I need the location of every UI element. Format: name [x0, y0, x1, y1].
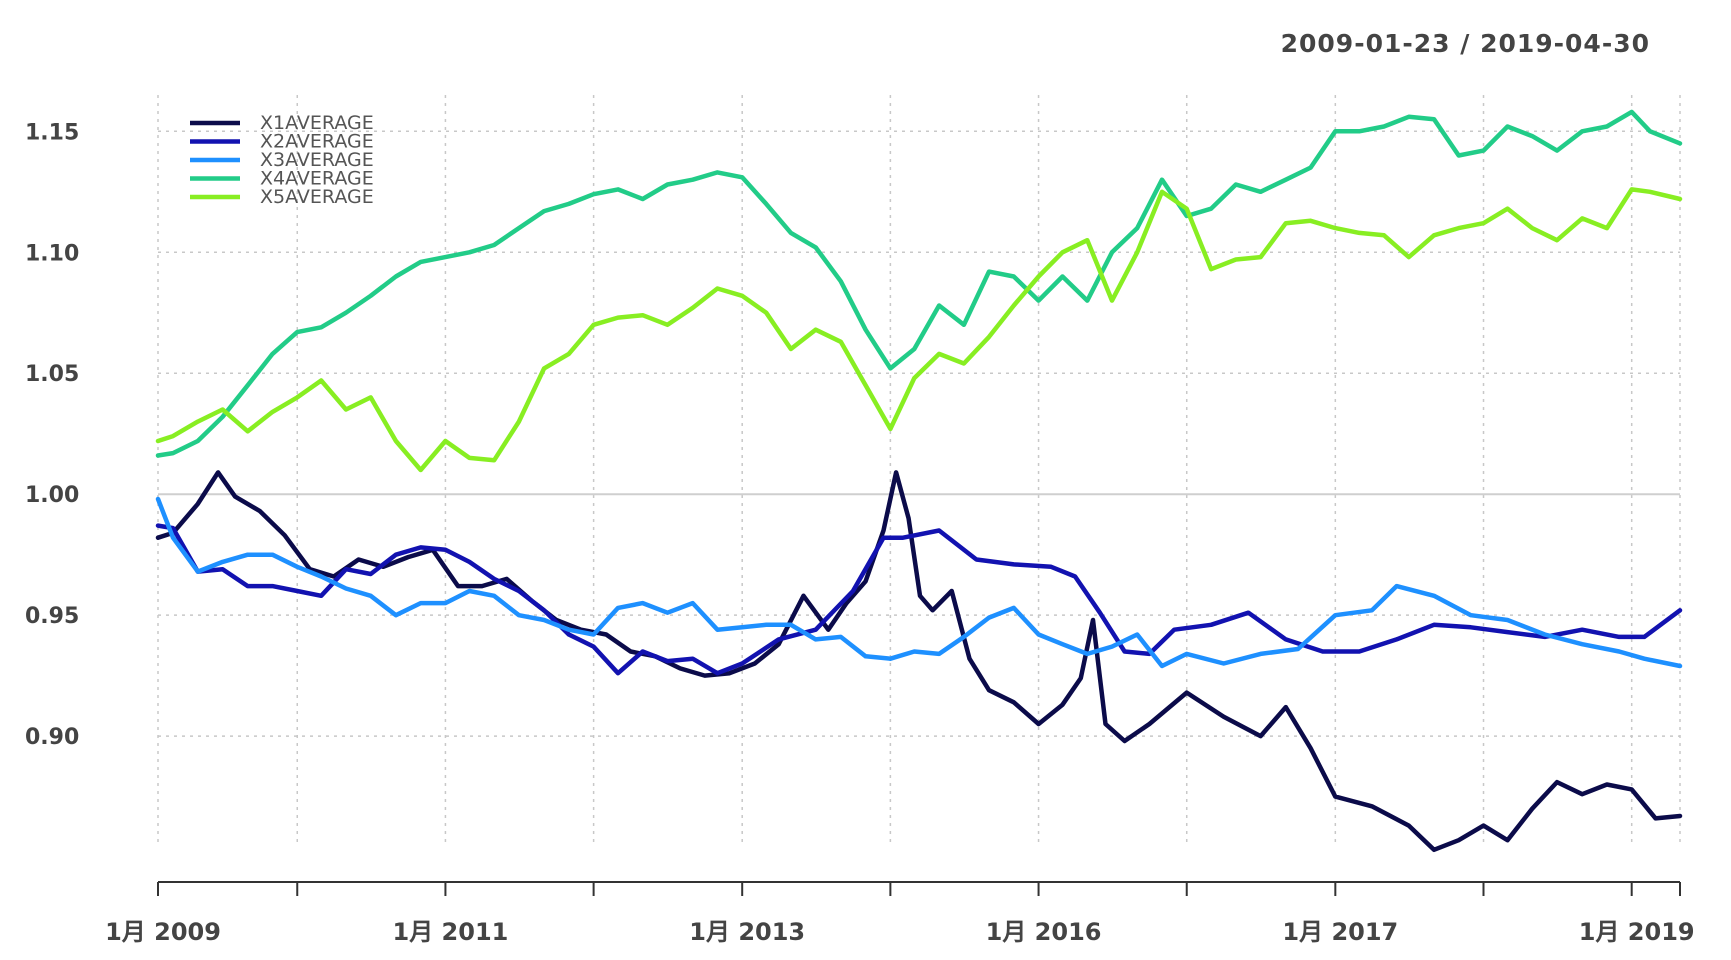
legend-label-x5average: X5AVERAGE	[260, 186, 374, 208]
y-tick-label: 0.95	[25, 604, 79, 629]
legend-label-x2average: X2AVERAGE	[260, 131, 374, 153]
series-line-x3average	[155, 496, 1683, 669]
series-line-x1average	[155, 470, 1683, 853]
legend-label-x4average: X4AVERAGE	[260, 168, 374, 190]
period-label: 2009-01-23 / 2019-04-30	[1281, 29, 1650, 58]
grid-lines	[157, 95, 1681, 845]
series-lines	[155, 109, 1683, 853]
x-tick-label: 1月 2017	[1282, 918, 1398, 946]
y-tick-label: 1.10	[25, 241, 79, 266]
series-line-x4average	[155, 109, 1683, 458]
legend: X1AVERAGEX2AVERAGEX3AVERAGEX4AVERAGEX5AV…	[190, 112, 374, 208]
x-axis: 1月 2009 1月 2011 1月 2013 1月 2016 1月 2017 1月 20…	[105, 881, 1695, 946]
y-axis-ticks: 1.15 1.10 1.05 1.00 0.95 0.90	[25, 120, 79, 750]
x-tick-label: 1月 2019	[1579, 918, 1695, 946]
y-tick-label: 1.05	[25, 362, 79, 387]
x-tick-label: 1月 2009	[105, 918, 221, 946]
y-tick-label: 0.90	[25, 725, 79, 750]
series-line-x2average	[155, 523, 1683, 676]
x-tick-label: 1月 2013	[689, 918, 805, 946]
y-tick-label: 1.15	[25, 120, 79, 145]
y-tick-label: 1.00	[25, 483, 79, 508]
series-line-x5average	[155, 187, 1683, 473]
legend-label-x3average: X3AVERAGE	[260, 149, 374, 171]
x-tick-label: 1月 2016	[986, 918, 1102, 946]
legend-label-x1average: X1AVERAGE	[260, 112, 374, 134]
x-tick-label: 1月 2011	[393, 918, 509, 946]
